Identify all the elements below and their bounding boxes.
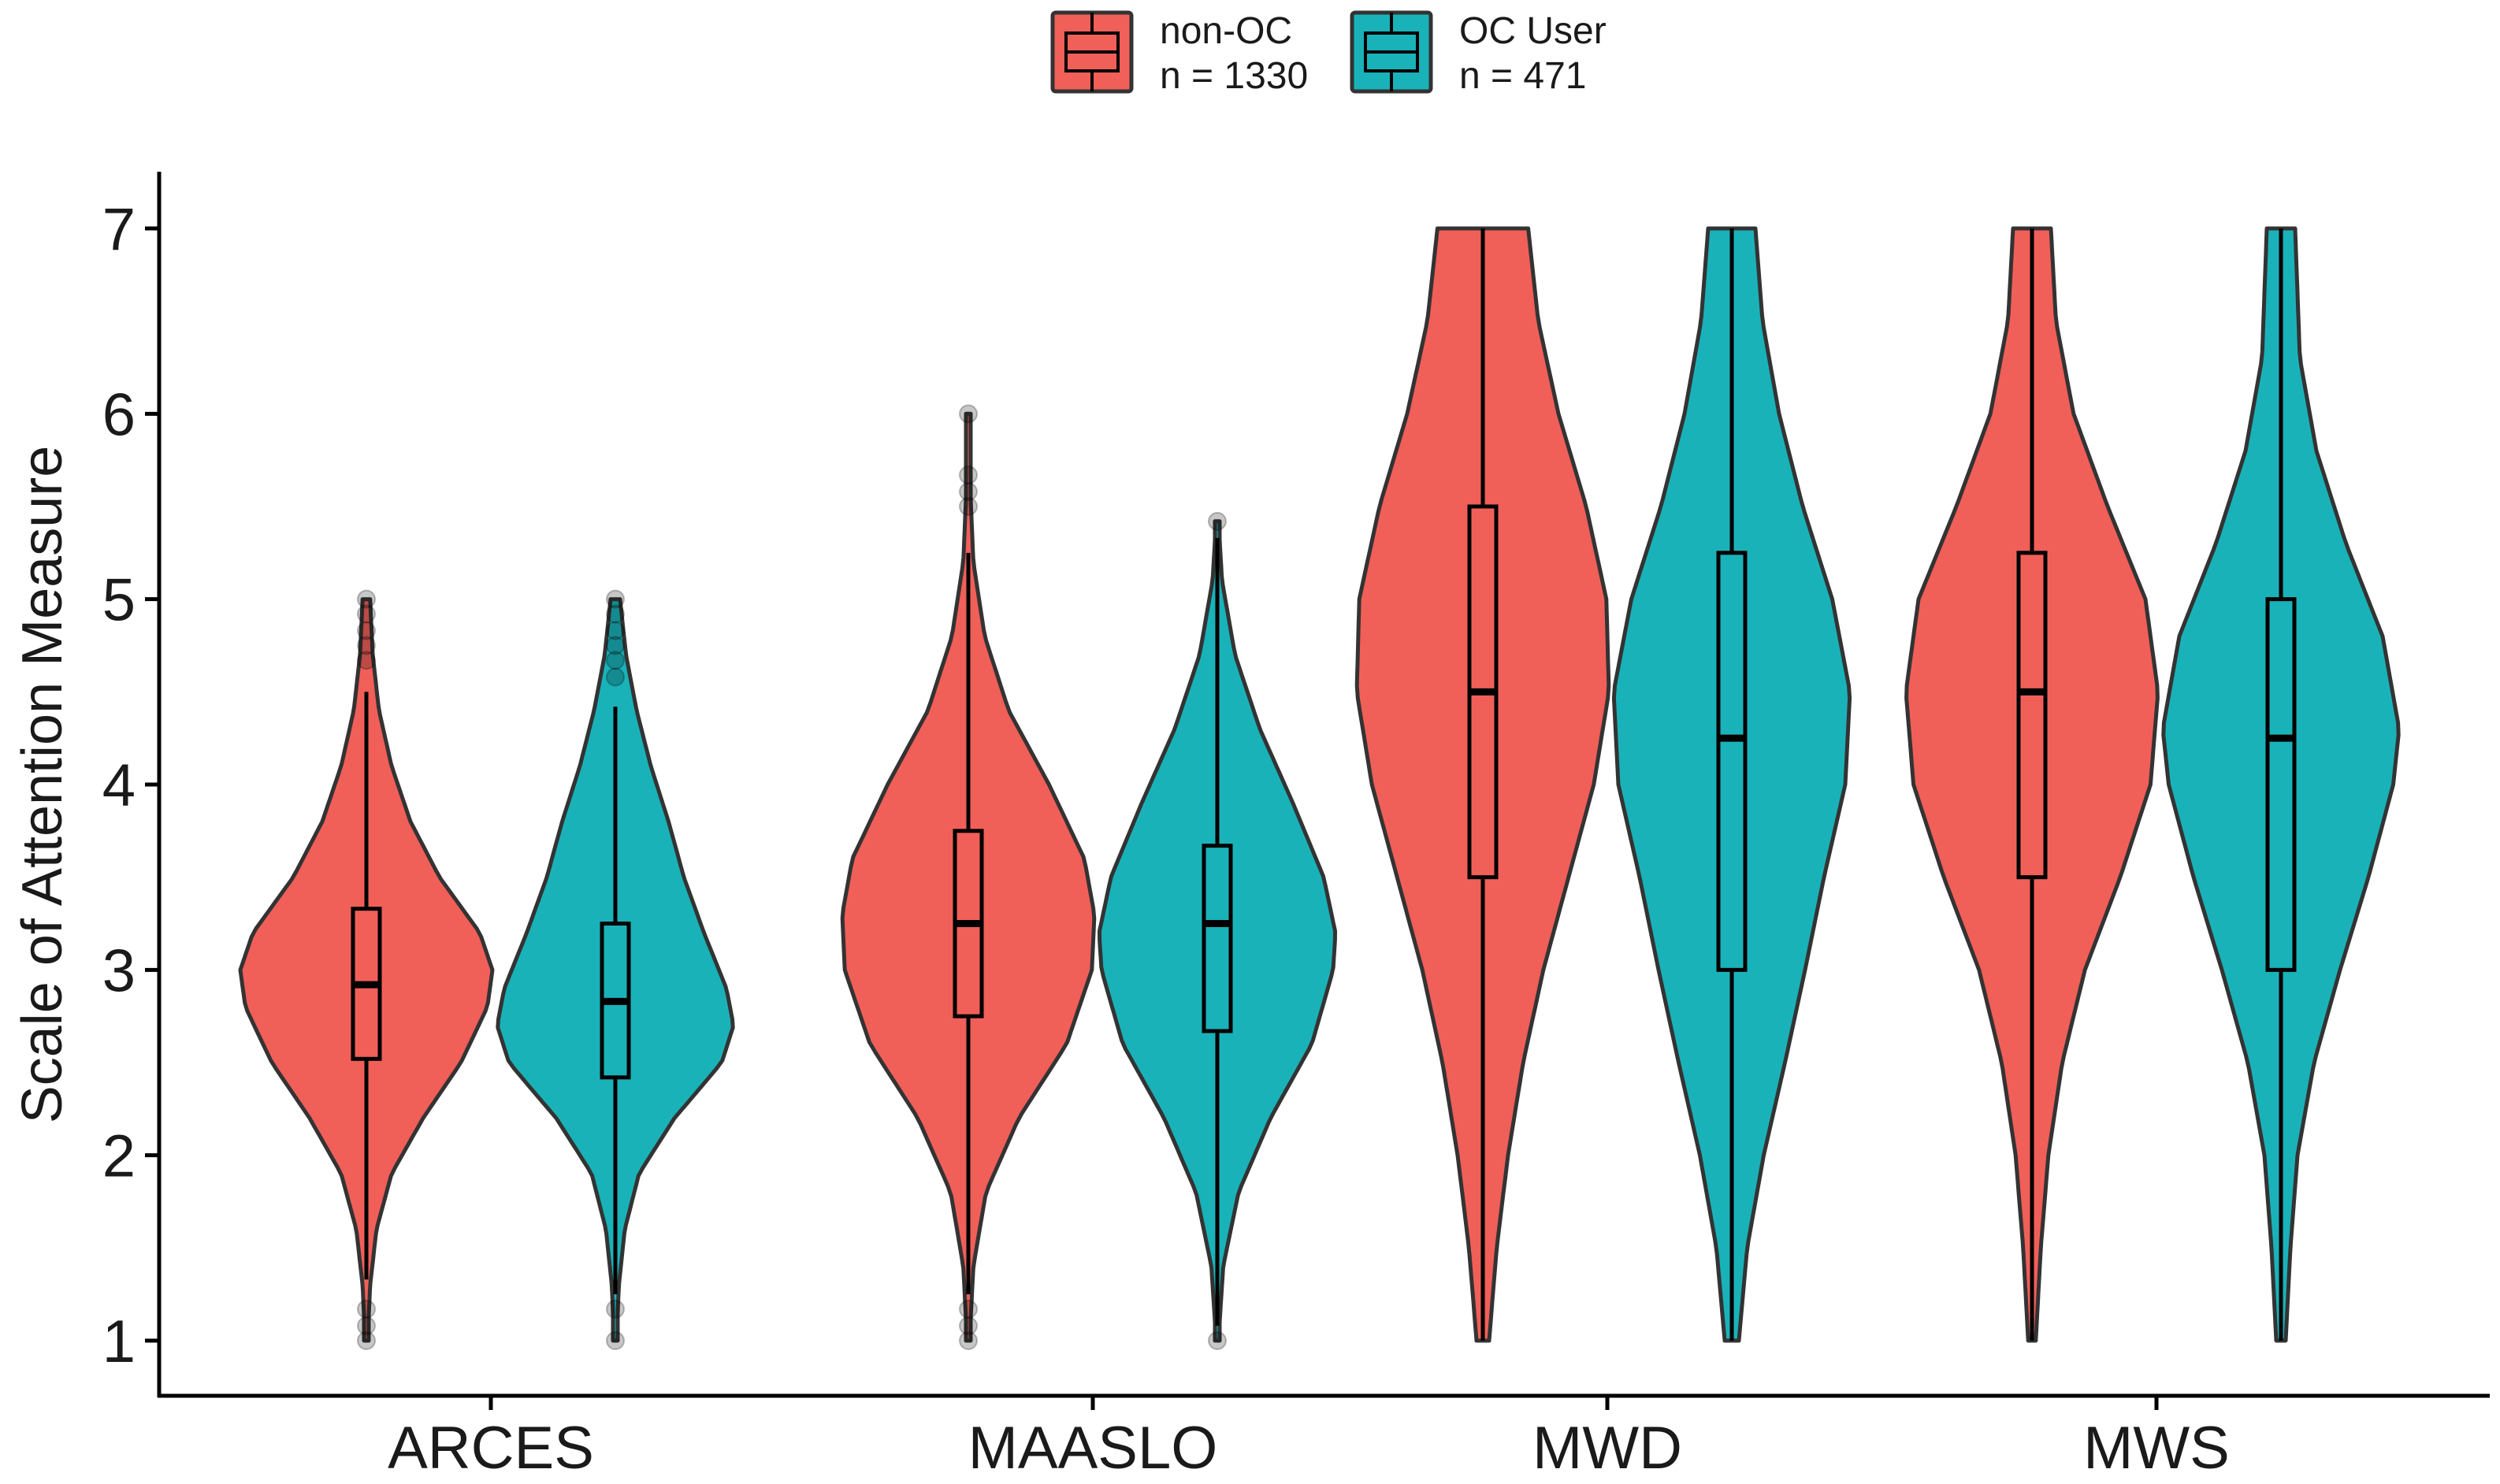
violin-oc-user-mws: [2161, 226, 2401, 1343]
outlier-point: [606, 1331, 625, 1350]
outlier-point: [959, 1299, 978, 1319]
violin-group-oc-user-maaslo: [1098, 511, 1337, 1350]
violin-non-oc-arces: [238, 597, 495, 1343]
outlier-point: [357, 651, 376, 670]
outlier-point: [959, 465, 978, 484]
legend-item-non-oc: non-OC n = 1330: [1050, 10, 1308, 97]
y-tick-label: 6: [102, 381, 136, 448]
x-tick-label-maaslo: MAASLO: [968, 1415, 1218, 1482]
violin-non-oc-mws: [1904, 226, 2160, 1343]
violin-group-non-oc-maaslo: [840, 404, 1097, 1350]
outlier-point: [606, 621, 625, 640]
violin-group-non-oc-arces: [238, 589, 495, 1350]
x-axis-ticks: ARCES MAASLO MWD MWS: [388, 1396, 2230, 1482]
outlier-point: [1208, 511, 1227, 531]
x-tick-label-mws: MWS: [2083, 1415, 2230, 1482]
outlier-point: [606, 651, 625, 670]
violin-group-non-oc-mwd: [1354, 226, 1611, 1343]
y-tick-label: 3: [102, 937, 136, 1004]
legend-count-oc-user: n = 471: [1459, 55, 1586, 97]
violin-non-oc-mwd: [1354, 226, 1611, 1343]
outlier-point: [357, 604, 376, 624]
y-axis-ticks: 1 2 3 4 5 6 7: [102, 196, 159, 1375]
violin-group-non-oc-mws: [1904, 226, 2160, 1343]
y-axis-title: Scale of Attention Measure: [11, 446, 74, 1124]
legend: non-OC n = 1330 OC User n = 471: [1050, 10, 1607, 97]
violin-group-oc-user-arces: [496, 589, 735, 1350]
box-oc-user-mws: [2265, 597, 2297, 972]
violin-oc-user-mwd: [1611, 226, 1852, 1343]
x-tick-label-mwd: MWD: [1532, 1415, 1682, 1482]
outlier-point: [606, 1299, 625, 1319]
outlier-point: [606, 667, 625, 687]
violin-oc-user-maaslo: [1098, 519, 1337, 1343]
outlier-point: [357, 1331, 376, 1350]
y-tick-label: 2: [102, 1123, 136, 1190]
violin-oc-user-arces: [496, 597, 735, 1343]
outlier-point: [357, 1299, 376, 1319]
outlier-point: [606, 636, 625, 655]
outlier-point: [959, 1331, 978, 1350]
outlier-point: [959, 497, 978, 516]
legend-count-non-oc: n = 1330: [1160, 55, 1308, 97]
y-tick-label: 4: [102, 752, 136, 819]
violin-non-oc-maaslo: [840, 411, 1097, 1343]
y-tick-label: 1: [102, 1308, 136, 1375]
y-tick-label: 5: [102, 567, 136, 634]
box-oc-user-maaslo: [1202, 844, 1233, 1033]
outlier-point: [959, 482, 978, 502]
outlier-point: [357, 636, 376, 655]
outlier-point: [606, 589, 625, 609]
box-non-oc-mws: [2016, 551, 2048, 880]
plot-area: [238, 226, 2401, 1350]
outlier-point: [1208, 1331, 1227, 1350]
outlier-point: [357, 621, 376, 640]
outlier-point: [959, 404, 978, 424]
outlier-point: [959, 1316, 978, 1336]
y-tick-label: 7: [102, 196, 136, 263]
outlier-point: [357, 589, 376, 609]
outlier-point: [606, 604, 625, 624]
outlier-point: [357, 1316, 376, 1336]
violin-group-oc-user-mws: [2161, 226, 2401, 1343]
legend-label-oc-user: OC User: [1459, 10, 1607, 52]
x-tick-label-arces: ARCES: [388, 1415, 594, 1482]
box-oc-user-mwd: [1716, 551, 1748, 972]
legend-item-oc-user: OC User n = 471: [1350, 10, 1607, 97]
violin-group-oc-user-mwd: [1611, 226, 1852, 1343]
legend-label-non-oc: non-OC: [1160, 10, 1292, 52]
